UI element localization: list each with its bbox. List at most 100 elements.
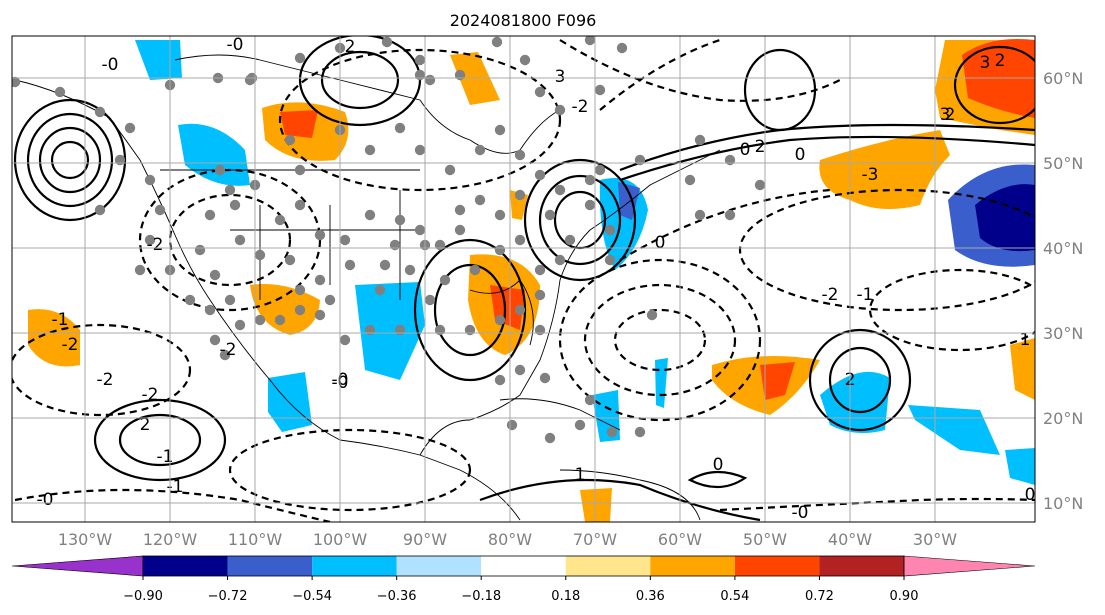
station-dot	[154, 204, 166, 216]
station-dot	[284, 254, 296, 266]
station-dot	[414, 144, 426, 156]
station-dot	[434, 239, 446, 251]
station-dot	[584, 174, 596, 186]
contour-labels: -0-0-223-2-2-20-322033-2-11-12-00-22-112…	[37, 36, 1035, 523]
station-dot	[634, 426, 646, 438]
station-dot	[381, 36, 393, 48]
station-dot	[564, 234, 576, 246]
station-dot	[754, 179, 766, 191]
station-dot	[229, 199, 241, 211]
shade-blue-mex-pac	[268, 372, 312, 432]
station-dot	[594, 84, 606, 96]
station-dot	[514, 234, 526, 246]
contour-low-ne-2	[538, 174, 622, 266]
station-dot	[194, 244, 206, 256]
contour-label: -3	[862, 165, 879, 185]
station-dot	[294, 164, 306, 176]
lat-label: 50°N	[1043, 154, 1083, 173]
station-dot	[314, 229, 326, 241]
contour-dash-atl-1	[558, 258, 762, 422]
station-dot	[404, 264, 416, 276]
station-dot	[694, 209, 706, 221]
station-dot	[294, 52, 306, 64]
station-dot	[514, 304, 526, 316]
station-dot	[554, 104, 566, 116]
station-dot	[209, 269, 221, 281]
station-dot	[274, 314, 286, 326]
contour-atl-high-1	[808, 328, 912, 432]
longitude-labels: 130°W 120°W 110°W 100°W 90°W 80°W 70°W 60°W 50°W…	[58, 530, 957, 549]
station-dot	[634, 154, 646, 166]
station-dot	[224, 294, 236, 306]
contour-dash-atl-3	[613, 308, 707, 372]
lon-label: 70°W	[573, 530, 617, 549]
contour-gulf-2	[433, 263, 507, 357]
station-dot	[294, 304, 306, 316]
lon-label: 50°W	[743, 530, 787, 549]
contour-label: -2	[97, 370, 114, 390]
colorbar-tick-label: 0.36	[636, 589, 665, 604]
lon-label: 80°W	[488, 530, 532, 549]
station-dot	[519, 54, 531, 66]
colorbar-segment	[650, 556, 735, 576]
station-dot	[339, 334, 351, 346]
station-dot	[254, 314, 266, 326]
station-dot	[514, 149, 526, 161]
station-dot	[379, 259, 391, 271]
contour-label: -2	[147, 235, 164, 255]
contour-label: 3	[980, 53, 991, 73]
shade-orange-sa	[580, 488, 612, 522]
lon-label: 40°W	[828, 530, 872, 549]
lon-label: 100°W	[313, 530, 368, 549]
station-dot	[584, 394, 596, 406]
colorbar-tick-label: 0.72	[805, 589, 834, 604]
contour-label: 1	[575, 465, 586, 485]
contour-label: -2	[822, 285, 839, 305]
contour-label: -0	[792, 503, 809, 523]
contour-label: -0	[37, 490, 54, 510]
contour-low-pac-3	[38, 126, 102, 194]
shading-layer	[28, 39, 1035, 522]
station-dot	[344, 259, 356, 271]
contour-label: 1	[1020, 330, 1031, 350]
station-dot	[584, 199, 596, 211]
station-dot	[554, 254, 566, 266]
station-dot	[214, 164, 226, 176]
station-dot	[491, 36, 503, 48]
lat-label: 60°N	[1043, 69, 1083, 88]
lon-label: 120°W	[143, 530, 198, 549]
lon-label: 90°W	[403, 530, 447, 549]
station-dots	[12, 36, 766, 444]
colorbar-tick-label: 0.90	[890, 589, 919, 604]
colorbar-segment	[312, 556, 397, 576]
shade-orange-mex	[250, 284, 320, 335]
station-dot	[184, 294, 196, 306]
station-dot	[414, 69, 426, 81]
colorbar-segment	[396, 556, 482, 576]
station-dot	[444, 164, 456, 176]
station-dot	[364, 144, 376, 156]
colorbar-tick-label: −0.72	[208, 589, 248, 604]
lon-label: 130°W	[58, 530, 113, 549]
station-dot	[394, 214, 406, 226]
contour-sa-0	[687, 470, 748, 489]
contour-label: -1	[52, 310, 69, 330]
station-dot	[594, 164, 606, 176]
shade-red-canada	[280, 110, 318, 138]
contour-dash-s	[14, 488, 331, 522]
station-dot	[124, 122, 136, 134]
contour-low-pac-4	[50, 140, 90, 180]
station-dot	[574, 419, 586, 431]
station-dot	[534, 86, 546, 98]
station-dot	[234, 234, 246, 246]
station-dot	[224, 184, 236, 196]
contour-label: 0	[795, 145, 806, 165]
lat-label: 10°N	[1043, 494, 1083, 513]
station-dot	[114, 154, 126, 166]
contour-label: 2	[345, 37, 356, 57]
station-dot	[604, 224, 616, 236]
colorbar-segment	[481, 556, 566, 576]
station-dot	[339, 234, 351, 246]
colorbar-tick-label: −0.90	[123, 589, 163, 604]
